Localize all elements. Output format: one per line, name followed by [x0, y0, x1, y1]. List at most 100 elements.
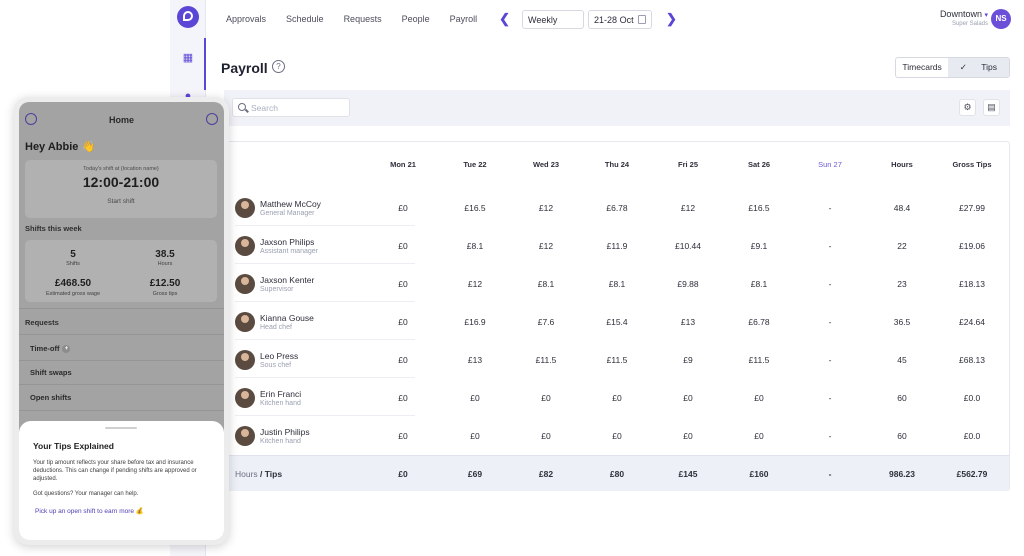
row-divider — [235, 377, 415, 378]
user-avatar[interactable]: NS — [991, 9, 1011, 29]
table-cell: 36.5 — [893, 317, 911, 327]
brand-logo-icon[interactable] — [25, 113, 37, 125]
sheet-body: Your tip amount reflects your share befo… — [33, 460, 197, 482]
table-cell: £8.1 — [750, 279, 768, 289]
table-cell: £13 — [680, 317, 696, 327]
week-section-title: Shifts this week — [25, 224, 82, 233]
settings-button[interactable]: ⚙ — [959, 99, 976, 116]
view-toggle: Timecards ✓ Tips — [895, 57, 1010, 78]
tips-label: Gross tips — [152, 291, 178, 297]
total-cell: £562.79 — [956, 469, 988, 479]
totals-label-tips: / Tips — [257, 469, 283, 479]
column-header: Wed 23 — [532, 160, 560, 169]
export-button[interactable]: ▤ — [983, 99, 1000, 116]
table-toolbar: Search ⚙ ▤ — [224, 90, 1010, 126]
location-name: Downtown — [939, 9, 982, 19]
table-cell: £12 — [680, 203, 696, 213]
table-row[interactable]: Justin Philips Kitchen hand £0 £0 £0 £0 £0 £0 - 6… — [225, 416, 1009, 454]
people-icon[interactable]: ● — [184, 90, 192, 102]
shift-caption: Today's shift at {location name} — [83, 166, 159, 172]
total-cell: 986.23 — [889, 469, 915, 479]
employee-role: Kitchen hand — [260, 400, 301, 407]
table-cell: 60 — [897, 393, 907, 403]
row-divider — [235, 263, 415, 264]
nav-approvals[interactable]: Approvals — [226, 14, 267, 24]
table-cell: £0 — [754, 431, 764, 441]
nav-schedule[interactable]: Schedule — [286, 14, 324, 24]
table-cell: £0 — [683, 393, 693, 403]
hours-value: 38.5 — [155, 249, 175, 260]
date-range-field[interactable]: 21-28 Oct — [588, 9, 653, 29]
table-row[interactable]: Leo Press Sous chef £0 £13 £11.5 £11.5 £9 £11.5… — [225, 340, 1009, 378]
settings-icon[interactable] — [206, 113, 218, 125]
start-shift-button[interactable]: Start shift — [107, 198, 135, 205]
employee-avatar — [235, 350, 255, 370]
greeting: Hey Abbie 👋 — [25, 141, 96, 153]
table-row[interactable]: Erin Franci Kitchen hand £0 £0 £0 £0 £0 £0 - 60 £0… — [225, 378, 1009, 416]
table-cell: £11.5 — [748, 355, 770, 365]
table-cell: - — [828, 203, 832, 213]
totals-label: Hours / Tips — [235, 469, 282, 479]
chevron-left-icon[interactable]: ❮ — [499, 11, 511, 26]
table-cell: £9.88 — [677, 279, 699, 289]
table-cell: - — [828, 279, 832, 289]
chevron-right-icon[interactable]: ❯ — [666, 11, 677, 26]
table-cell: £19.06 — [959, 241, 985, 251]
table-row[interactable]: Matthew McCoy General Manager £0 £16.5 £12 £6… — [225, 188, 1009, 226]
toggle-tips[interactable]: ✓ Tips — [947, 58, 1009, 77]
search-input[interactable]: Search — [232, 98, 350, 117]
employee-name: Justin Philips — [260, 427, 310, 437]
search-placeholder: Search — [251, 103, 278, 113]
row-divider — [235, 225, 415, 226]
timeoff-request[interactable]: Time-off + — [30, 344, 71, 353]
wage-value: £468.50 — [54, 278, 92, 289]
location-switcher[interactable]: Downtown ▾ Super Salads — [940, 9, 988, 27]
shift-swaps-request[interactable]: Shift swaps — [30, 368, 72, 377]
open-shifts-request[interactable]: Open shifts — [30, 393, 72, 402]
table-cell: - — [828, 355, 832, 365]
open-shift-link[interactable]: Pick up an open shift to earn more 💰 — [35, 508, 144, 515]
table-cell: £12 — [467, 279, 483, 289]
table-cell: £24.64 — [959, 317, 985, 327]
totals-label-hours: Hours — [235, 469, 258, 479]
table-cell: £8.1 — [466, 241, 484, 251]
table-row[interactable]: Jaxson Philips Assistant manager £0 £8.1 £12… — [225, 226, 1009, 264]
row-divider — [235, 415, 415, 416]
sheet-title: Your Tips Explained — [33, 441, 114, 451]
table-cell: £0 — [541, 431, 551, 441]
payroll-app: ▦ ● Approvals Schedule Requests People P… — [170, 0, 1024, 556]
toggle-timecards[interactable]: Timecards — [902, 62, 942, 72]
table-cell: £0 — [683, 431, 693, 441]
sheet-drag-handle[interactable] — [105, 427, 137, 429]
employee-name: Kianna Gouse — [260, 313, 314, 323]
table-cell: £7.6 — [537, 317, 555, 327]
nav-requests[interactable]: Requests — [343, 14, 382, 24]
table-row[interactable]: Jaxson Kenter Supervisor £0 £12 £8.1 £8.1 £9.8… — [225, 264, 1009, 302]
table-cell: £13 — [467, 355, 483, 365]
sheet-question: Got questions? Your manager can help. — [33, 491, 139, 497]
help-icon[interactable]: ? — [272, 60, 285, 73]
table-cell: £10.44 — [675, 241, 701, 251]
employee-avatar — [235, 388, 255, 408]
table-cell: £0 — [470, 393, 480, 403]
calendar-icon[interactable]: ▦ — [182, 52, 194, 64]
brand-logo[interactable] — [177, 6, 199, 28]
plus-icon[interactable]: + — [62, 345, 71, 353]
table-cell: £68.13 — [959, 355, 985, 365]
employee-name: Erin Franci — [260, 389, 302, 399]
toggle-tips-label: Tips — [981, 62, 997, 72]
table-cell: £6.78 — [748, 317, 770, 327]
section-divider — [19, 384, 224, 385]
section-divider — [19, 334, 224, 335]
search-icon — [238, 103, 246, 111]
table-cell: 45 — [897, 355, 907, 365]
table-cell: 23 — [897, 279, 907, 289]
totals-row: Hours / Tips £0 £69 £82 £80 £145 £160 - 986.23 £… — [225, 455, 1009, 491]
nav-people[interactable]: People — [401, 14, 430, 24]
nav-payroll[interactable]: Payroll — [449, 14, 478, 24]
table-row[interactable]: Kianna Gouse Head chef £0 £16.9 £7.6 £15.4 £13… — [225, 302, 1009, 340]
period-select[interactable]: Weekly — [522, 9, 585, 29]
payroll-table: Mon 21 Tue 22 Wed 23 Thu 24 Fri 25 Sat 26 Sun … — [224, 141, 1010, 491]
total-cell: £82 — [538, 469, 554, 479]
table-cell: £0 — [541, 393, 551, 403]
